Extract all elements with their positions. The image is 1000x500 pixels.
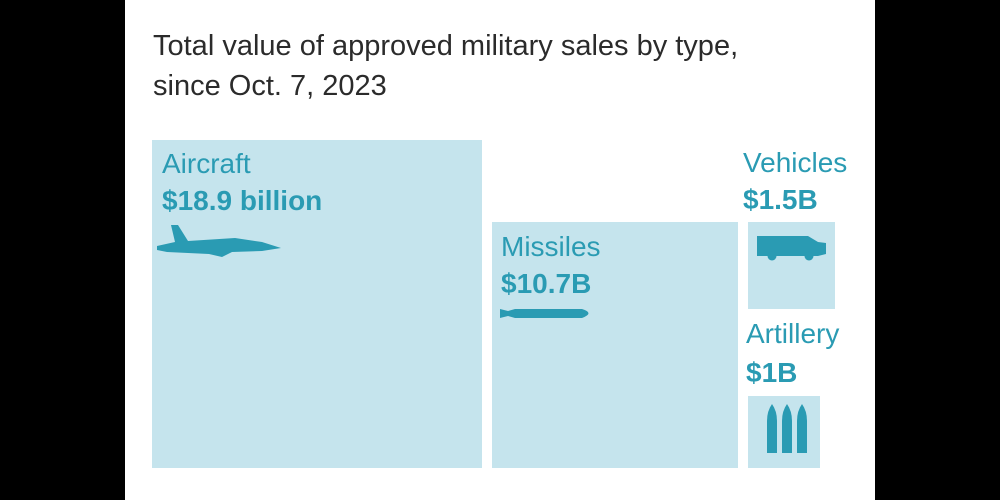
label-artillery: Artillery <box>746 318 839 349</box>
value-vehicles: $1.5B <box>743 184 818 215</box>
armored-vehicle-icon <box>757 236 826 261</box>
artillery-shells-icon <box>767 404 807 453</box>
missile-icon <box>500 309 589 318</box>
treemap-box-vehicles <box>748 222 835 309</box>
fighter-jet-icon <box>157 225 281 257</box>
treemap-box-missiles <box>492 222 738 468</box>
label-missiles: Missiles <box>501 231 601 262</box>
treemap-box-aircraft <box>152 140 482 468</box>
label-aircraft: Aircraft <box>162 148 251 179</box>
chart-title: Total value of approved military sales b… <box>153 30 739 102</box>
label-vehicles: Vehicles <box>743 147 847 178</box>
value-aircraft: $18.9 billion <box>162 185 322 216</box>
value-artillery: $1B <box>746 357 797 388</box>
value-missiles: $10.7B <box>501 268 591 299</box>
